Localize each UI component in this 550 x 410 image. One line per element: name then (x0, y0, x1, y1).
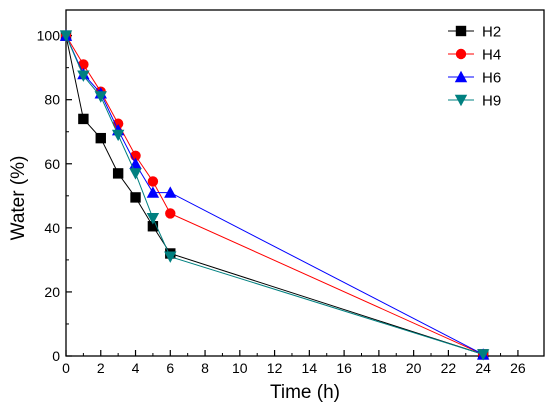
series-line-h9 (65, 35, 484, 355)
plot-frame (65, 9, 545, 357)
x-axis-title: Time (h) (270, 382, 340, 403)
y-axis-title: Water (%) (8, 156, 29, 241)
series-layer (59, 29, 490, 361)
x-tick-label: 26 (510, 360, 526, 376)
series-h6 (59, 29, 490, 360)
x-tick-label: 20 (406, 360, 422, 376)
legend-entry-h6: H6 (448, 70, 501, 87)
legend-marker-h9 (454, 94, 468, 107)
x-tick-label: 16 (336, 360, 352, 376)
x-tick-label: 18 (371, 360, 387, 376)
x-tick-label: 10 (232, 360, 248, 376)
data-point-h4 (165, 208, 176, 219)
y-tick-label: 80 (44, 92, 60, 108)
data-point-h4 (78, 59, 89, 70)
data-point-h9 (146, 213, 160, 225)
data-point-h9 (94, 91, 107, 103)
data-point-h2 (130, 192, 141, 203)
data-point-h9 (129, 168, 142, 180)
series-h9 (59, 30, 490, 361)
x-tick-label: 8 (201, 360, 209, 376)
series-line-h4 (65, 35, 484, 355)
legend-entry-h2: H2 (448, 24, 501, 41)
legend-marker-h6 (454, 70, 468, 83)
data-point-h6 (146, 186, 160, 198)
legend: H2 H4 H6 H9 (448, 24, 501, 110)
x-tick-label: 22 (441, 360, 457, 376)
data-point-h4 (112, 118, 124, 129)
x-tick-label: 24 (475, 360, 491, 376)
y-tick-label: 40 (44, 220, 60, 236)
y-tick-label: 0 (52, 348, 60, 364)
x-tick-label: 12 (267, 360, 283, 376)
data-point-h2 (147, 221, 159, 232)
data-point-h9 (476, 349, 490, 361)
x-tick-label: 14 (302, 360, 318, 376)
x-tick-label: 2 (97, 360, 105, 376)
legend-label-h2: H2 (482, 24, 501, 41)
data-point-h9 (59, 30, 73, 42)
x-tick-label: 0 (62, 360, 70, 376)
y-tick-label: 60 (44, 156, 60, 172)
data-point-h2 (112, 168, 124, 179)
data-point-h6 (164, 186, 177, 198)
legend-entry-h9: H9 (448, 93, 501, 110)
series-h4 (60, 30, 489, 360)
y-tick-label: 100 (37, 28, 61, 44)
data-point-h2 (95, 132, 106, 144)
legend-marker-h4 (455, 48, 467, 60)
x-tick-label: 6 (166, 360, 174, 376)
legend-label-h6: H6 (482, 70, 501, 87)
data-point-h2 (78, 113, 89, 125)
series-h2 (60, 30, 489, 360)
data-point-h4 (147, 176, 159, 187)
x-tick-label: 4 (132, 360, 140, 376)
legend-label-h9: H9 (482, 93, 501, 110)
data-point-h9 (164, 251, 177, 263)
legend-entry-h4: H4 (448, 47, 501, 64)
legend-label-h4: H4 (482, 47, 501, 64)
data-point-h9 (111, 129, 125, 142)
series-line-h2 (65, 35, 484, 355)
data-point-h9 (77, 70, 90, 82)
legend-marker-h2 (455, 25, 467, 37)
y-tick-label: 20 (44, 284, 60, 300)
series-line-h6 (65, 35, 484, 355)
